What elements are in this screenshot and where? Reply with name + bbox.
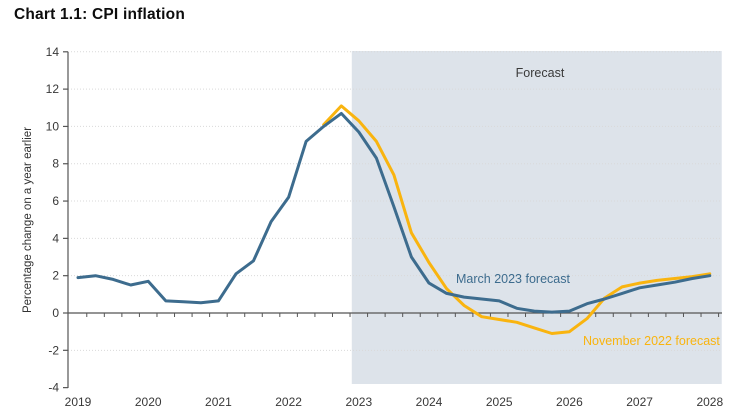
y-axis-title: Percentage change on a year earlier xyxy=(22,127,34,313)
y-tick-label: 14 xyxy=(46,45,60,59)
y-tick-label: -4 xyxy=(48,381,59,395)
y-tick-label: 8 xyxy=(52,157,59,171)
x-tick-label: 2027 xyxy=(626,395,653,409)
x-tick-label: 2025 xyxy=(486,395,513,409)
x-tick-label: 2020 xyxy=(135,395,162,409)
y-tick-label: 2 xyxy=(52,269,59,283)
march-2023-forecast-label: March 2023 forecast xyxy=(456,272,570,286)
x-tick-label: 2023 xyxy=(345,395,372,409)
x-tick-label: 2019 xyxy=(65,395,92,409)
y-tick-label: 4 xyxy=(52,231,59,245)
y-tick-label: 6 xyxy=(52,194,59,208)
chart-title: Chart 1.1: CPI inflation xyxy=(14,6,186,23)
x-tick-label: 2021 xyxy=(205,395,232,409)
march-2023-forecast-line xyxy=(76,111,712,314)
forecast-region-label: Forecast xyxy=(516,66,565,80)
axis-ticks xyxy=(63,51,720,389)
november-2022-forecast-label: November 2022 forecast xyxy=(583,334,720,348)
x-tick-label: 2022 xyxy=(275,395,302,409)
x-tick-label: 2024 xyxy=(416,395,443,409)
data-series xyxy=(76,104,712,335)
november-2022-forecast-line xyxy=(322,104,712,335)
gridlines xyxy=(68,51,722,351)
y-tick-label: 0 xyxy=(52,306,59,320)
axis-tick-labels: 14 12 10 8 6 4 2 0 -2 -4 2019 2020 2021 2022 2023 2024 2… xyxy=(46,45,724,409)
x-tick-label: 2028 xyxy=(696,395,723,409)
y-tick-label: 10 xyxy=(46,119,60,133)
y-tick-label: 12 xyxy=(46,82,60,96)
x-tick-label: 2026 xyxy=(556,395,583,409)
y-tick-label: -2 xyxy=(48,343,59,357)
